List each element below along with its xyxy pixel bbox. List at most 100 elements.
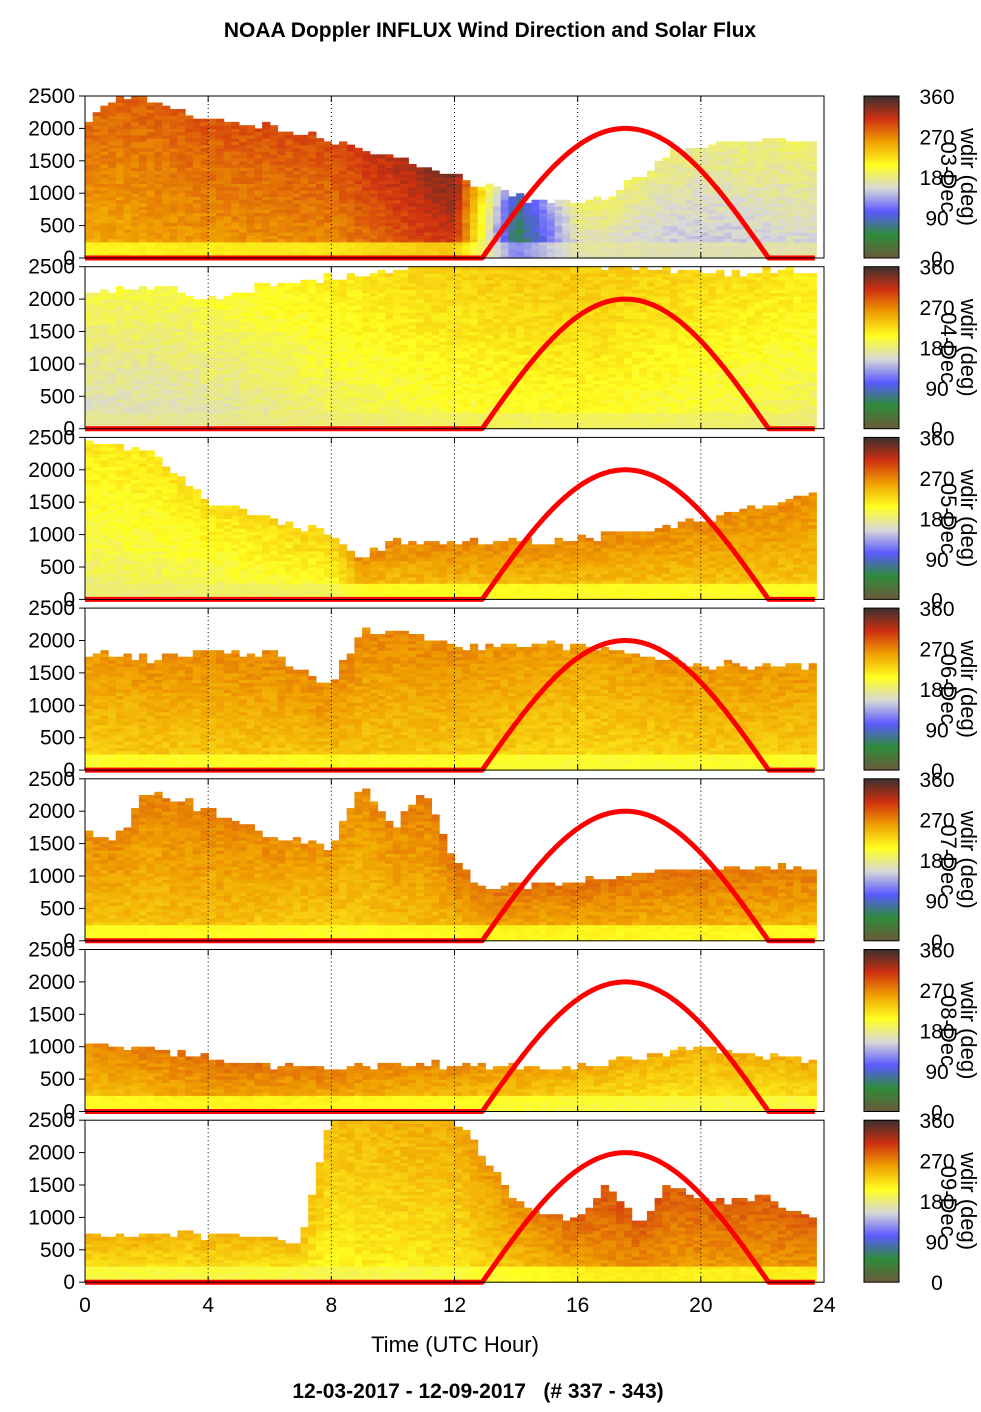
heatmap-cell	[339, 245, 348, 249]
heatmap-cell	[85, 235, 94, 240]
heatmap-cell	[331, 235, 340, 240]
heatmap-cell	[700, 222, 710, 227]
heatmap-cell	[85, 370, 94, 375]
heatmap-cell	[693, 173, 702, 178]
heatmap-cell	[585, 206, 594, 210]
heatmap-cell	[546, 222, 556, 227]
heatmap-cell	[162, 183, 171, 188]
heatmap-cell	[269, 190, 279, 194]
heatmap-cell	[362, 219, 371, 223]
heatmap-cell	[423, 222, 432, 227]
heatmap-cell	[169, 115, 178, 120]
heatmap-cell	[469, 186, 479, 191]
heatmap-cell	[239, 177, 248, 181]
heatmap-cell	[285, 222, 294, 227]
heatmap-cell	[200, 128, 209, 133]
heatmap-cell	[154, 206, 163, 210]
heatmap-cell	[331, 154, 340, 159]
heatmap-cell	[154, 131, 163, 136]
heatmap-cell	[377, 251, 386, 256]
heatmap-cell	[169, 177, 178, 181]
heatmap-cell	[162, 228, 171, 233]
heatmap-cell	[439, 196, 448, 201]
heatmap-cell	[369, 164, 379, 168]
heatmap-cell	[408, 164, 417, 168]
heatmap-cell	[246, 419, 255, 423]
heatmap-cell	[300, 312, 309, 316]
heatmap-cell	[162, 134, 171, 139]
heatmap-cell	[369, 393, 379, 397]
heatmap-cell	[392, 393, 402, 397]
heatmap-cell	[208, 164, 217, 168]
heatmap-cell	[269, 235, 279, 240]
heatmap-cell	[331, 167, 340, 172]
heatmap-cell	[493, 215, 502, 220]
heatmap-cell	[146, 215, 155, 220]
heatmap-cell	[608, 232, 617, 236]
heatmap-cell	[146, 177, 155, 181]
heatmap-cell	[131, 238, 140, 243]
heatmap-cell	[192, 321, 202, 326]
heatmap-cell	[162, 160, 171, 165]
heatmap-cell	[246, 225, 255, 230]
heatmap-cell	[785, 215, 794, 220]
heatmap-cell	[162, 251, 171, 256]
heatmap-cell	[146, 105, 155, 110]
heatmap-cell	[239, 393, 248, 397]
heatmap-cell	[300, 305, 309, 310]
heatmap-cell	[115, 222, 125, 227]
heatmap-cell	[277, 370, 286, 375]
heatmap-cell	[162, 190, 171, 194]
heatmap-cell	[154, 238, 163, 243]
heatmap-cell	[154, 393, 163, 397]
heatmap-cell	[477, 215, 486, 220]
heatmap-cell	[200, 186, 209, 191]
heatmap-cell	[708, 248, 717, 253]
heatmap-cell	[777, 151, 787, 155]
heatmap-cell	[354, 376, 363, 381]
heatmap-cell	[185, 183, 194, 188]
heatmap-cell	[239, 402, 248, 407]
heatmap-cell	[131, 393, 140, 397]
heatmap-cell	[670, 232, 679, 236]
heatmap-cell	[254, 202, 263, 207]
heatmap-cell	[793, 232, 802, 236]
heatmap-cell	[315, 154, 325, 159]
heatmap-cell	[308, 338, 317, 342]
heatmap-cell	[254, 222, 263, 227]
heatmap-cell	[600, 199, 610, 204]
heatmap-cell	[800, 232, 810, 236]
heatmap-cell	[123, 344, 132, 349]
heatmap-cell	[808, 248, 817, 253]
heatmap-cell	[108, 138, 117, 142]
heatmap-cell	[92, 225, 101, 230]
heatmap-cell	[262, 222, 271, 227]
heatmap-cell	[146, 131, 155, 136]
heatmap-cell	[315, 196, 325, 201]
heatmap-cell	[546, 232, 556, 236]
heatmap-cell	[85, 190, 94, 194]
heatmap-cell	[208, 232, 217, 236]
heatmap-cell	[208, 386, 217, 391]
heatmap-cell	[146, 170, 155, 175]
heatmap-cell	[200, 338, 209, 342]
heatmap-cell	[138, 115, 148, 120]
heatmap-cell	[546, 238, 556, 243]
heatmap-cell	[138, 289, 148, 294]
heatmap-cell	[292, 245, 302, 249]
heatmap-cell	[177, 409, 186, 414]
heatmap-cell	[154, 354, 163, 358]
heatmap-cell	[431, 222, 440, 227]
heatmap-cell	[308, 154, 317, 159]
heatmap-cell	[208, 147, 217, 152]
heatmap-cell	[354, 251, 363, 256]
heatmap-cell	[138, 305, 148, 310]
heatmap-cell	[100, 196, 109, 201]
heatmap-cell	[392, 321, 402, 326]
heatmap-cell	[277, 235, 286, 240]
heatmap-cell	[485, 225, 494, 230]
heatmap-cell	[108, 232, 117, 236]
heatmap-cell	[239, 419, 248, 423]
heatmap-cell	[416, 225, 425, 230]
heatmap-cell	[131, 409, 140, 414]
